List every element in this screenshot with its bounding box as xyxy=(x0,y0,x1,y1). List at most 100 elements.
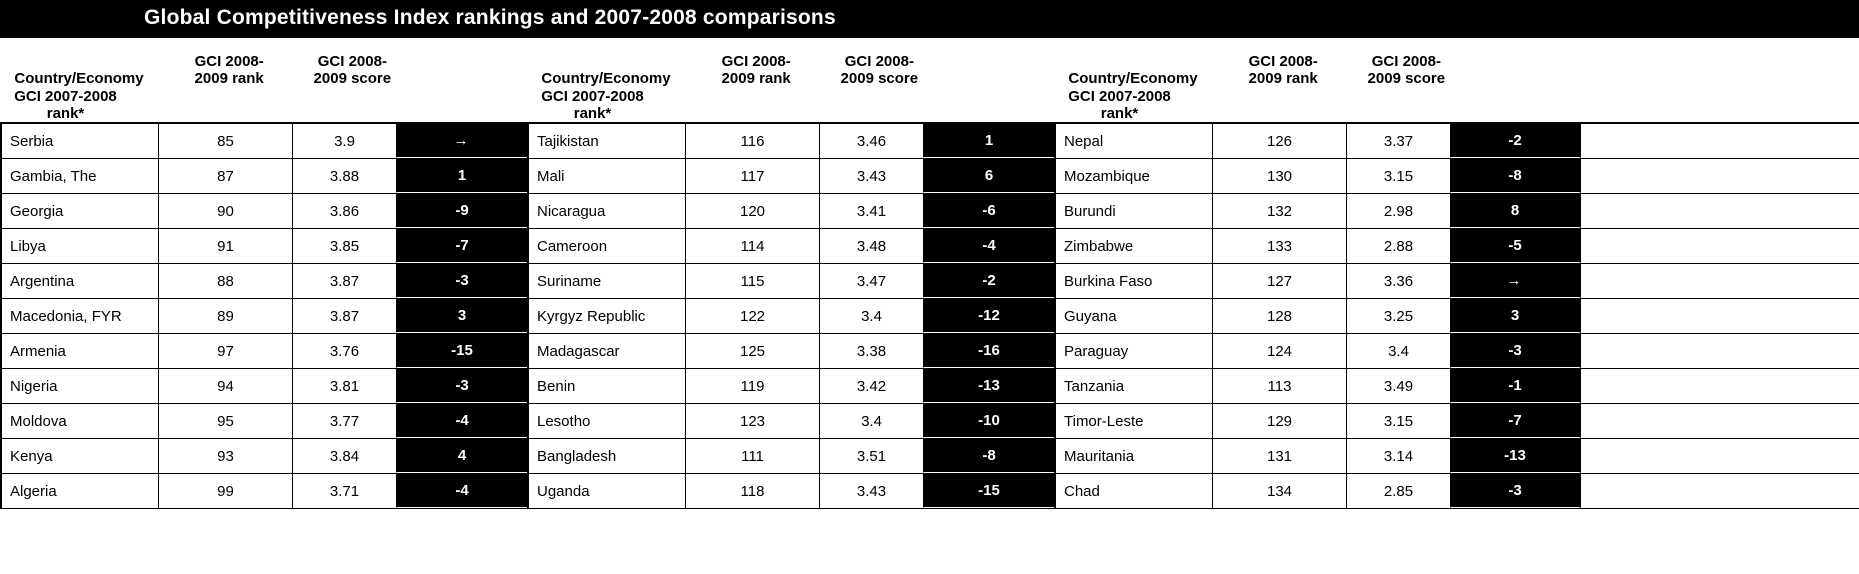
country-cell: Armenia xyxy=(0,334,158,368)
header-rank-3: GCI 2008- 2009 rank xyxy=(1216,53,1350,88)
rank-cell: 116 xyxy=(685,124,819,158)
table-row: Georgia903.86-9Nicaragua1203.41-6Burundi… xyxy=(0,194,1859,229)
header-prev-l1: GCI 2007-2008 xyxy=(14,88,117,105)
prev-cell: -2 xyxy=(923,264,1054,298)
rank-cell: 122 xyxy=(685,299,819,333)
country-cell: Kyrgyz Republic xyxy=(527,299,685,333)
prev-cell: -8 xyxy=(923,439,1054,473)
header-score-1: GCI 2008- 2009 score xyxy=(300,53,404,88)
prev-cell: -9 xyxy=(396,194,527,228)
prev-cell: -7 xyxy=(396,229,527,263)
score-cell: 3.46 xyxy=(819,124,923,158)
country-cell: Argentina xyxy=(0,264,158,298)
country-cell: Georgia xyxy=(0,194,158,228)
prev-cell: -6 xyxy=(923,194,1054,228)
country-cell: Guyana xyxy=(1054,299,1212,333)
rank-cell: 130 xyxy=(1212,159,1346,193)
prev-cell: -2 xyxy=(1450,124,1581,158)
score-cell: 3.51 xyxy=(819,439,923,473)
rank-cell: 94 xyxy=(158,369,292,403)
table-row: Algeria993.71-4Uganda1183.43-15Chad1342.… xyxy=(0,474,1859,509)
score-cell: 3.38 xyxy=(819,334,923,368)
score-cell: 3.4 xyxy=(819,404,923,438)
data-grid: Serbia853.9→Tajikistan1163.461Nepal1263.… xyxy=(0,122,1859,509)
rank-cell: 132 xyxy=(1212,194,1346,228)
header-country-1: Country/Economy xyxy=(0,70,158,87)
prev-cell: -16 xyxy=(923,334,1054,368)
score-cell: 2.85 xyxy=(1346,474,1450,508)
country-cell: Moldova xyxy=(0,404,158,438)
table-row: Macedonia, FYR893.873Kyrgyz Republic1223… xyxy=(0,299,1859,334)
prev-cell: -4 xyxy=(923,229,1054,263)
score-cell: 3.14 xyxy=(1346,439,1450,473)
header-prev-2-l2: rank* xyxy=(574,105,612,122)
score-cell: 3.43 xyxy=(819,159,923,193)
table-row: Gambia, The873.881Mali1173.436Mozambique… xyxy=(0,159,1859,194)
table-row: Nigeria943.81-3Benin1193.42-13Tanzania11… xyxy=(0,369,1859,404)
table-row: Kenya933.844Bangladesh1113.51-8Mauritani… xyxy=(0,439,1859,474)
score-cell: 3.86 xyxy=(292,194,396,228)
header-block-2: Country/Economy GCI 2008- 2009 rank GCI … xyxy=(527,53,1054,122)
rank-cell: 88 xyxy=(158,264,292,298)
prev-cell: -7 xyxy=(1450,404,1581,438)
header-rank-3-l2: 2009 rank xyxy=(1249,70,1318,87)
header-score-3-l2: 2009 score xyxy=(1368,70,1446,87)
country-cell: Suriname xyxy=(527,264,685,298)
header-rank-2: GCI 2008- 2009 rank xyxy=(689,53,823,88)
header-score-l1: GCI 2008- xyxy=(318,53,387,70)
rank-cell: 125 xyxy=(685,334,819,368)
score-cell: 3.76 xyxy=(292,334,396,368)
country-cell: Chad xyxy=(1054,474,1212,508)
header-prev-l2: rank* xyxy=(47,105,85,122)
score-cell: 3.36 xyxy=(1346,264,1450,298)
header-score-3-l1: GCI 2008- xyxy=(1372,53,1441,70)
country-cell: Mali xyxy=(527,159,685,193)
country-cell: Gambia, The xyxy=(0,159,158,193)
country-cell: Zimbabwe xyxy=(1054,229,1212,263)
prev-cell: 4 xyxy=(396,439,527,473)
rank-cell: 120 xyxy=(685,194,819,228)
score-cell: 2.88 xyxy=(1346,229,1450,263)
country-cell: Burundi xyxy=(1054,194,1212,228)
header-country-2: Country/Economy xyxy=(527,70,685,87)
country-cell: Nicaragua xyxy=(527,194,685,228)
prev-cell: 3 xyxy=(1450,299,1581,333)
rank-cell: 89 xyxy=(158,299,292,333)
prev-cell: -1 xyxy=(1450,369,1581,403)
score-cell: 3.77 xyxy=(292,404,396,438)
rank-cell: 90 xyxy=(158,194,292,228)
country-cell: Paraguay xyxy=(1054,334,1212,368)
prev-cell: → xyxy=(396,124,527,158)
country-cell: Mauritania xyxy=(1054,439,1212,473)
score-cell: 3.41 xyxy=(819,194,923,228)
rank-cell: 124 xyxy=(1212,334,1346,368)
country-cell: Nigeria xyxy=(0,369,158,403)
country-cell: Macedonia, FYR xyxy=(0,299,158,333)
header-block-3: Country/Economy GCI 2008- 2009 rank GCI … xyxy=(1054,53,1581,122)
score-cell: 3.15 xyxy=(1346,404,1450,438)
table-row: Armenia973.76-15Madagascar1253.38-16Para… xyxy=(0,334,1859,369)
header-score-2-l1: GCI 2008- xyxy=(845,53,914,70)
table-row: Serbia853.9→Tajikistan1163.461Nepal1263.… xyxy=(0,122,1859,159)
prev-cell: -10 xyxy=(923,404,1054,438)
score-cell: 3.84 xyxy=(292,439,396,473)
header-score-l2: 2009 score xyxy=(314,70,392,87)
table-row: Libya913.85-7Cameroon1143.48-4Zimbabwe13… xyxy=(0,229,1859,264)
prev-cell: -12 xyxy=(923,299,1054,333)
header-prev-3-l1: GCI 2007-2008 xyxy=(1068,88,1171,105)
rank-cell: 97 xyxy=(158,334,292,368)
header-score-2: GCI 2008- 2009 score xyxy=(827,53,931,88)
prev-cell: -8 xyxy=(1450,159,1581,193)
country-cell: Uganda xyxy=(527,474,685,508)
rank-cell: 87 xyxy=(158,159,292,193)
prev-cell: 3 xyxy=(396,299,527,333)
score-cell: 3.15 xyxy=(1346,159,1450,193)
score-cell: 3.42 xyxy=(819,369,923,403)
score-cell: 3.48 xyxy=(819,229,923,263)
country-cell: Cameroon xyxy=(527,229,685,263)
country-cell: Lesotho xyxy=(527,404,685,438)
header-prev-2: GCI 2007-2008 rank* xyxy=(527,88,658,123)
country-cell: Nepal xyxy=(1054,124,1212,158)
prev-cell: → xyxy=(1450,264,1581,298)
rank-cell: 129 xyxy=(1212,404,1346,438)
